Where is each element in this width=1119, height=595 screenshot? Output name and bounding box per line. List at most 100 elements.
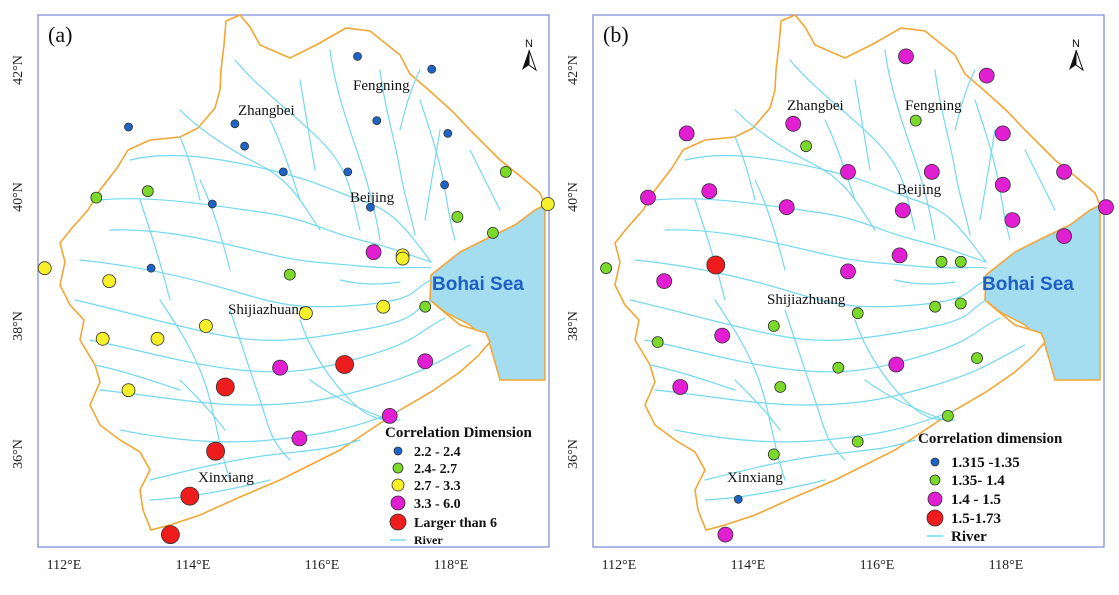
lon-tick: 116°E <box>860 558 895 573</box>
legend-item: River <box>927 529 987 545</box>
legend-item: 2.7 - 3.3 <box>391 478 461 494</box>
station-marker-magenta <box>898 48 914 65</box>
station-marker-green <box>419 300 432 313</box>
station-marker-magenta <box>978 67 995 84</box>
station-marker-green <box>651 336 664 349</box>
city-beijing-a: Beijing <box>350 190 395 206</box>
svg-text:River: River <box>414 533 443 547</box>
legend-swatch-green <box>392 462 404 474</box>
station-marker-green <box>909 114 922 127</box>
legend-swatch-red <box>926 509 944 527</box>
station-marker-green <box>954 255 967 268</box>
city-zhangbei-a: Zhangbei <box>238 103 295 119</box>
station-marker-green <box>767 448 780 461</box>
station-marker-red <box>706 255 726 275</box>
station-marker-magenta <box>1004 212 1021 229</box>
station-marker-red <box>180 486 200 506</box>
station-marker-green <box>935 255 948 268</box>
svg-text:River: River <box>951 529 987 545</box>
station-marker-magenta <box>778 199 795 216</box>
legend-swatch-green <box>929 474 941 486</box>
station-marker-blue <box>240 141 250 151</box>
city-xinxiang-b: Xinxiang <box>727 470 783 486</box>
city-fengning-a: Fengning <box>353 78 410 94</box>
station-marker-green <box>832 361 845 374</box>
station-marker-magenta <box>785 115 802 132</box>
station-marker-green <box>971 352 983 365</box>
station-marker-yellow <box>376 299 391 314</box>
legend-item: 1.5-1.73 <box>926 509 1001 527</box>
station-marker-red <box>206 441 226 461</box>
legend-item: Larger than 6 <box>389 513 497 531</box>
lat-tick: 38°N <box>11 311 26 341</box>
station-marker-magenta <box>894 202 911 219</box>
station-marker-yellow <box>298 306 313 321</box>
svg-text:1.5-1.73: 1.5-1.73 <box>951 511 1001 527</box>
panel-a-label: (a) <box>48 22 72 47</box>
city-fengning-b: Fengning <box>905 98 962 114</box>
legend-item: 3.3 - 6.0 <box>390 495 461 512</box>
station-marker-blue <box>427 64 437 74</box>
station-marker-magenta <box>1056 163 1073 180</box>
legend-swatch-magenta <box>927 491 943 507</box>
panel-a: (a) N Zhangbei Fengning Beijing Shijiazh… <box>11 14 555 573</box>
station-marker-red <box>160 525 180 544</box>
station-marker-yellow <box>395 251 410 266</box>
station-marker-blue <box>440 180 450 190</box>
station-marker-blue <box>372 116 382 125</box>
legend-swatch-yellow <box>391 478 405 492</box>
lat-tick: 40°N <box>11 182 26 212</box>
station-marker-magenta <box>417 353 434 370</box>
station-marker-magenta <box>923 163 940 180</box>
station-marker-green <box>941 409 954 422</box>
legend-title-a: Correlation Dimension <box>385 425 532 441</box>
station-marker-yellow <box>102 274 117 289</box>
station-marker-magenta <box>365 244 382 261</box>
station-marker-yellow <box>150 331 165 346</box>
station-marker-blue <box>124 122 133 132</box>
legend-swatch-magenta <box>390 495 406 511</box>
station-marker-magenta <box>891 247 908 264</box>
station-marker-magenta <box>640 189 656 206</box>
station-marker-green <box>451 210 464 223</box>
station-marker-green <box>954 297 967 310</box>
station-marker-green <box>929 300 942 313</box>
station-marker-magenta <box>840 163 856 180</box>
lon-tick: 116°E <box>305 558 340 573</box>
station-marker-green <box>800 140 813 153</box>
station-marker-blue <box>353 52 362 61</box>
lat-ticks-b: 42°N 40°N 38°N 36°N <box>566 55 581 469</box>
lon-tick: 114°E <box>731 558 766 573</box>
lon-tick: 112°E <box>602 558 637 573</box>
city-shijiazhuang-b: Shijiazhuang <box>767 292 846 308</box>
station-marker-yellow <box>37 261 52 276</box>
legend-a: Correlation Dimension 2.2 - 2.4 2.4- 2.7… <box>385 425 532 547</box>
station-marker-blue <box>207 199 217 209</box>
station-marker-blue <box>365 202 375 212</box>
lon-ticks-b: 112°E 114°E 116°E 118°E <box>602 558 1024 573</box>
station-marker-magenta <box>717 526 734 543</box>
station-marker-magenta <box>672 379 689 395</box>
lon-tick: 118°E <box>434 558 469 573</box>
legend-swatch-blue <box>930 457 940 467</box>
panel-b-label: (b) <box>603 22 629 47</box>
station-marker-magenta <box>840 263 856 280</box>
station-marker-magenta <box>381 407 398 424</box>
panel-b: (b) N Zhangbei Fengning Beijing Shijiazh… <box>566 14 1114 573</box>
svg-text:2.2 - 2.4: 2.2 - 2.4 <box>414 445 461 460</box>
station-marker-blue <box>146 263 156 273</box>
sea-label-a: Bohai Sea <box>432 274 524 295</box>
station-marker-yellow <box>198 319 213 333</box>
station-marker-blue <box>733 494 743 504</box>
svg-text:1.315 -1.35: 1.315 -1.35 <box>951 455 1020 471</box>
station-marker-green <box>90 191 103 204</box>
city-xinxiang-a: Xinxiang <box>198 470 254 486</box>
station-marker-magenta <box>1056 228 1073 245</box>
station-marker-magenta <box>678 125 695 142</box>
station-marker-green <box>499 165 512 178</box>
station-marker-magenta <box>994 125 1011 142</box>
legend-item: River <box>390 533 443 547</box>
svg-text:N: N <box>525 38 533 50</box>
svg-text:N: N <box>1072 38 1080 50</box>
legend-item: 2.4- 2.7 <box>392 462 457 477</box>
